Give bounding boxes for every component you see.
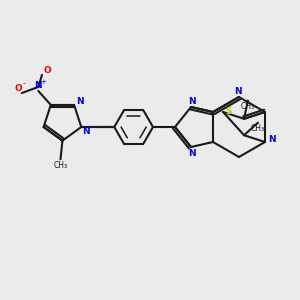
- Text: N: N: [234, 86, 242, 95]
- Text: -: -: [22, 80, 26, 88]
- Text: CH₃: CH₃: [251, 124, 265, 133]
- Text: N: N: [268, 136, 276, 145]
- Text: S: S: [226, 107, 232, 116]
- Text: N: N: [82, 127, 90, 136]
- Text: CH₃: CH₃: [241, 102, 255, 111]
- Text: N: N: [76, 98, 84, 106]
- Text: O: O: [43, 66, 51, 75]
- Text: +: +: [40, 79, 46, 85]
- Text: N: N: [188, 97, 196, 106]
- Text: N: N: [188, 148, 196, 158]
- Text: CH₃: CH₃: [53, 161, 68, 170]
- Text: O: O: [14, 85, 22, 94]
- Text: N: N: [34, 82, 42, 91]
